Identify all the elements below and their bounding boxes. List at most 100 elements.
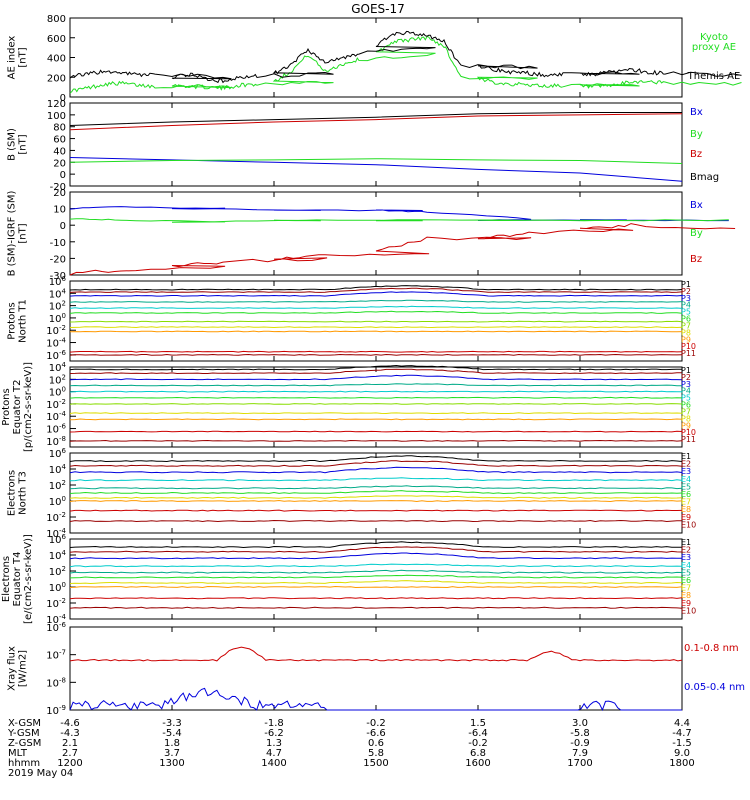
y-axis-title-line: [nT] (18, 134, 29, 154)
legend-p8: P8 (681, 328, 691, 337)
legend-e2: E2 (681, 546, 691, 555)
legend-e10: E10 (681, 520, 696, 529)
y-tick-label: 10-8 (46, 435, 66, 448)
y-axis-title-line: [nT] (18, 47, 29, 67)
y-tick-label: -30 (50, 271, 66, 282)
legend-p1: P1 (681, 366, 691, 375)
legend-p3: P3 (681, 294, 691, 303)
legend-e7: E7 (681, 498, 691, 507)
y-tick-label: 100 (49, 312, 66, 325)
legend-e3: E3 (681, 553, 691, 562)
y-tick-label: 106 (49, 447, 67, 460)
series-e3 (69, 466, 683, 474)
series-p2 (69, 368, 682, 375)
ephemeris-value: 6.8 (470, 748, 486, 759)
legend-kyoto: Kyoto (700, 32, 728, 43)
y-axis-title-line: [p/(cm2-s-sr-keV)] (23, 362, 34, 452)
y-tick-label: -20 (50, 182, 66, 193)
panel-frame (69, 538, 683, 620)
series-bx (69, 157, 683, 182)
y-tick-label: 10-6 (46, 423, 66, 436)
series-bmag (69, 112, 682, 126)
y-axis-title-line: Xray flux (7, 646, 18, 691)
series-p11 (69, 439, 683, 442)
y-axis-title-line: Electrons (7, 470, 18, 516)
y-tick-label: 100 (49, 581, 66, 594)
y-tick-label: 102 (49, 479, 66, 492)
series-p2 (69, 287, 683, 293)
ephemeris-value: -5.4 (162, 728, 182, 739)
ephemeris-value: -6.4 (468, 728, 488, 739)
legend-p4: P4 (681, 301, 691, 310)
y-tick-label: 106 (49, 275, 67, 288)
ephemeris-value: 2.7 (62, 748, 78, 759)
y-tick-label: 10-6 (46, 349, 66, 362)
legend-e5: E5 (681, 568, 691, 577)
y-axis-title-line: Equator T4 (12, 552, 23, 607)
series-dbz (69, 223, 736, 276)
y-axis-title-line: [nT] (18, 223, 29, 243)
series-p10 (69, 350, 683, 353)
y-tick-label: 200 (47, 73, 66, 84)
ephemeris-value: 9.0 (674, 748, 690, 759)
panel-frame (69, 626, 683, 711)
ephemeris-value: 7.9 (572, 748, 588, 759)
series-e4 (69, 563, 683, 568)
legend-p10: P10 (681, 342, 696, 351)
series-p7 (69, 320, 683, 323)
y-axis-title: Electrons North T3 (7, 470, 29, 516)
ephemeris-value: -3.3 (162, 718, 182, 729)
y-tick-label: 10-2 (46, 324, 66, 337)
ephemeris-label: X-GSM (8, 718, 41, 729)
time-tick-label: 1500 (363, 758, 388, 769)
legend-e9: E9 (681, 513, 691, 522)
legend-p11: P11 (681, 349, 696, 358)
ephemeris-value: 3.0 (572, 718, 588, 729)
legend-p10: P10 (681, 428, 696, 437)
time-tick-label: 1200 (57, 758, 82, 769)
y-tick-label: 600 (47, 34, 66, 45)
y-tick-label: 10-4 (46, 410, 66, 423)
y-tick-label: 0 (60, 93, 66, 104)
series-p4 (69, 383, 683, 387)
series-p6 (69, 310, 683, 314)
ephemeris-label: Z-GSM (8, 738, 41, 749)
series-by (69, 158, 683, 164)
legend-e4: E4 (681, 475, 691, 484)
series-p3 (69, 374, 683, 381)
ephemeris-value: 4.4 (674, 718, 690, 729)
y-tick-label: 100 (47, 111, 66, 122)
series-e5 (69, 569, 683, 574)
y-tick-label: 10-6 (46, 621, 66, 634)
series-e7 (69, 495, 683, 499)
legend-p5: P5 (681, 308, 691, 317)
series-p9 (69, 330, 683, 333)
series-e10 (69, 519, 683, 523)
series-p3 (69, 291, 683, 297)
y-tick-label: 120 (47, 99, 66, 110)
legend-by: By (690, 129, 703, 140)
ephemeris-label: hhmm (8, 758, 40, 769)
y-tick-label: 0 (60, 170, 66, 181)
series-p5 (69, 390, 683, 393)
legend-p9: P9 (681, 335, 691, 344)
y-axis-title-line: North T1 (18, 299, 29, 343)
y-axis-title: Xray flux [W/m2] (7, 646, 29, 691)
series-e3 (69, 552, 683, 560)
legend-p2: P2 (681, 287, 691, 296)
legend-e2: E2 (681, 460, 691, 469)
legend-p6: P6 (681, 315, 691, 324)
series-p5 (69, 305, 683, 309)
y-axis-title-line: Equator T2 (12, 380, 23, 435)
y-axis-title: Electrons Equator T4 [e/(cm2-s-sr-keV)] (1, 534, 34, 624)
legend-p8: P8 (681, 414, 691, 423)
y-tick-label: 10-4 (46, 337, 66, 350)
ephemeris-value: 1.3 (266, 738, 282, 749)
legend-e1: E1 (681, 538, 691, 547)
ephemeris-value: -4.7 (672, 728, 692, 739)
series-e5 (69, 485, 683, 490)
legend-e9: E9 (681, 599, 691, 608)
y-axis-title-line: B (SM) (7, 128, 18, 161)
